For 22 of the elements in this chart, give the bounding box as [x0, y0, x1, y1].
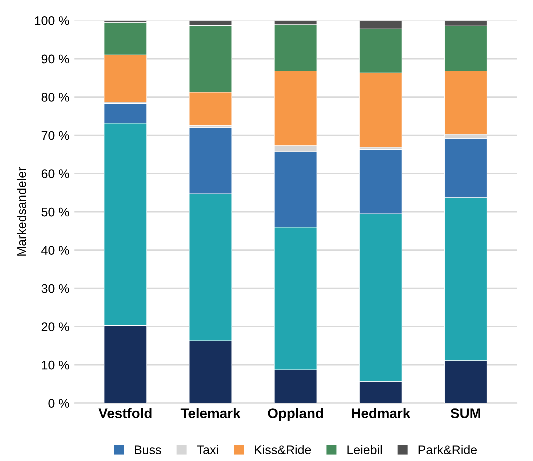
y-tick-label: 70 % [42, 131, 70, 140]
legend-label: Park&Ride [418, 445, 478, 454]
legend-label: Leiebil [348, 445, 382, 454]
y-tick-label: 60 % [42, 170, 70, 178]
legend-label: Buss [135, 446, 162, 454]
y-tick-label: 30 % [42, 284, 70, 294]
y-tick-label: 90 % [42, 54, 70, 64]
y-tick-label: 50 % [42, 208, 70, 217]
x-tick-label: Vestfold [98, 408, 152, 418]
y-tick-label: 0 % [48, 399, 70, 408]
y-tick-label: 10 % [42, 360, 70, 370]
y-tick-label: 100 % [35, 16, 70, 26]
x-tick-label: Telemark [180, 408, 241, 418]
x-tick-label: SUM [450, 408, 480, 418]
y-tick-label: 80 % [42, 93, 70, 102]
x-tick-label: Oppland [268, 408, 324, 422]
y-tick-label: 40 % [42, 246, 70, 255]
y-tick-label: 20 % [42, 322, 70, 332]
x-tick-label: Hedmark [352, 408, 411, 418]
y-axis-title: Markedsandeler [17, 167, 26, 256]
legend-label: Kiss&Ride [255, 445, 312, 454]
legend-label: Taxi [197, 445, 218, 454]
